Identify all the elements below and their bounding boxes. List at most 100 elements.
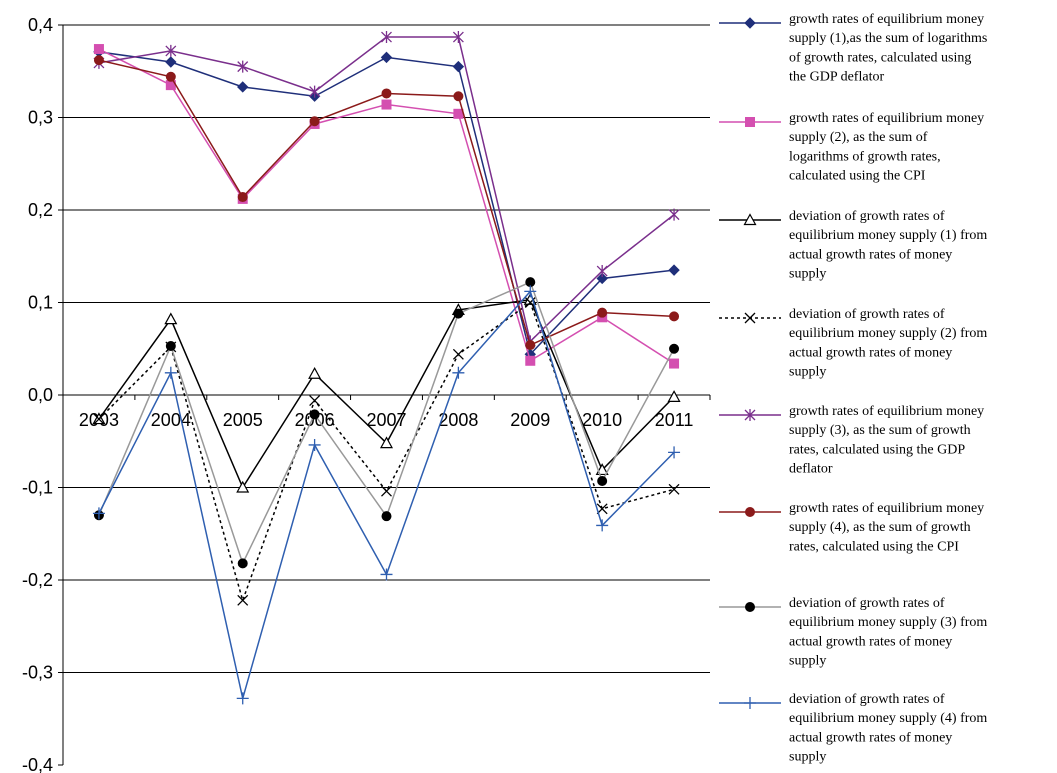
data-point <box>381 31 392 44</box>
legend-label-line: of growth rates, calculated using <box>789 50 971 65</box>
data-point <box>381 99 392 110</box>
data-point <box>93 44 104 55</box>
legend-label-line: the GDP deflator <box>789 70 884 85</box>
y-tick-label: -0,4 <box>22 755 53 773</box>
series-5 <box>93 31 680 348</box>
data-point <box>669 343 680 354</box>
legend-label-line: supply (4), as the sum of growth <box>789 520 971 535</box>
data-point <box>596 519 609 532</box>
series-7 <box>93 277 680 569</box>
legend-label-line: logarithms of growth rates, <box>789 149 941 164</box>
legend: growth rates of equilibrium money supply … <box>719 12 987 765</box>
data-point <box>237 192 248 203</box>
data-point <box>668 483 680 495</box>
data-point <box>380 51 393 64</box>
legend-label-line: equilibrium money supply (1) from <box>789 228 987 243</box>
data-point <box>165 340 176 351</box>
legend-entry-7: deviation of growth rates of equilibrium … <box>719 596 987 669</box>
data-point <box>669 311 680 322</box>
data-point <box>669 358 680 369</box>
legend-swatch-marker <box>745 507 755 517</box>
data-point <box>381 485 392 497</box>
data-point <box>309 395 321 407</box>
data-point <box>236 692 249 705</box>
x-tick-label: 2006 <box>295 410 335 430</box>
data-point <box>237 60 249 73</box>
legend-entry-2: growth rates of equilibrium money supply … <box>719 111 984 184</box>
legend-label-line: actual growth rates of money <box>789 247 952 262</box>
data-point <box>237 558 248 569</box>
data-point <box>668 208 680 221</box>
y-tick-label: -0,1 <box>22 478 53 498</box>
data-point <box>236 480 250 493</box>
legend-label-line: supply (3), as the sum of growth <box>789 423 971 438</box>
data-point <box>524 297 536 308</box>
data-point <box>380 568 393 581</box>
series-line <box>98 36 675 343</box>
legend-label-line: supply <box>789 750 826 765</box>
legend-entry-5: growth rates of equilibrium money supply … <box>719 404 984 477</box>
data-point <box>524 285 537 298</box>
y-tick-label: -0,2 <box>22 570 53 590</box>
y-tick-label: 0,1 <box>28 293 53 313</box>
legend-swatch-marker <box>743 213 757 226</box>
legend-entry-8: deviation of growth rates of equilibrium … <box>719 692 987 765</box>
x-axis-tick-labels: 200320042005200620072008200920102011 <box>79 410 693 430</box>
legend-swatch-marker <box>744 697 756 709</box>
data-point <box>452 348 464 360</box>
series-line <box>98 301 675 603</box>
legend-label-line: actual growth rates of money <box>789 345 952 360</box>
x-tick-label: 2009 <box>510 410 550 430</box>
series-line <box>98 298 675 490</box>
data-point <box>453 308 464 319</box>
legend-label-line: growth rates of equilibrium money <box>789 501 984 516</box>
x-tick-label: 2005 <box>223 410 263 430</box>
data-point <box>452 31 464 44</box>
data-point <box>165 44 177 57</box>
x-tick-label: 2011 <box>655 410 694 430</box>
y-tick-label: -0,3 <box>22 663 53 683</box>
legend-label-line: equilibrium money supply (3) from <box>789 615 987 630</box>
x-tick-label: 2010 <box>582 410 622 430</box>
data-point <box>309 409 320 420</box>
data-point <box>92 507 105 520</box>
data-point <box>308 366 322 379</box>
legend-entry-1: growth rates of equilibrium money supply … <box>719 12 987 85</box>
data-point <box>381 511 392 522</box>
data-point <box>381 88 392 99</box>
data-point <box>237 81 249 93</box>
data-point <box>668 446 681 459</box>
data-point <box>453 108 464 119</box>
data-point <box>164 366 177 379</box>
series-group <box>92 31 681 705</box>
axes <box>58 24 711 766</box>
data-point <box>596 272 608 285</box>
data-point <box>164 312 178 325</box>
data-point <box>93 55 104 66</box>
legend-label-line: equilibrium money supply (2) from <box>789 326 987 341</box>
legend-label-line: supply <box>789 365 826 380</box>
legend-label-line: actual growth rates of money <box>789 730 952 745</box>
legend-swatch-marker <box>744 17 756 29</box>
y-tick-label: 0,2 <box>28 200 53 220</box>
legend-label-line: equilibrium money supply (4) from <box>789 711 987 726</box>
data-point <box>668 264 680 276</box>
legend-label-line: growth rates of equilibrium money <box>789 404 984 419</box>
data-point <box>165 71 176 82</box>
legend-label-line: deviation of growth rates of <box>789 209 945 224</box>
legend-label-line: supply (2), as the sum of <box>789 130 928 145</box>
data-point <box>667 390 681 402</box>
legend-label-line: growth rates of equilibrium money <box>789 111 984 126</box>
y-tick-label: 0,0 <box>28 385 53 405</box>
data-point <box>309 85 321 98</box>
series-4 <box>93 297 680 606</box>
data-point <box>525 277 536 288</box>
series-6 <box>93 55 680 351</box>
legend-label-line: growth rates of equilibrium money <box>789 12 984 27</box>
legend-label-line: supply <box>789 267 826 282</box>
x-tick-label: 2004 <box>151 410 191 430</box>
legend-label-line: deviation of growth rates of <box>789 307 945 322</box>
y-tick-label: 0,3 <box>28 108 53 128</box>
legend-swatch-marker <box>744 409 756 421</box>
